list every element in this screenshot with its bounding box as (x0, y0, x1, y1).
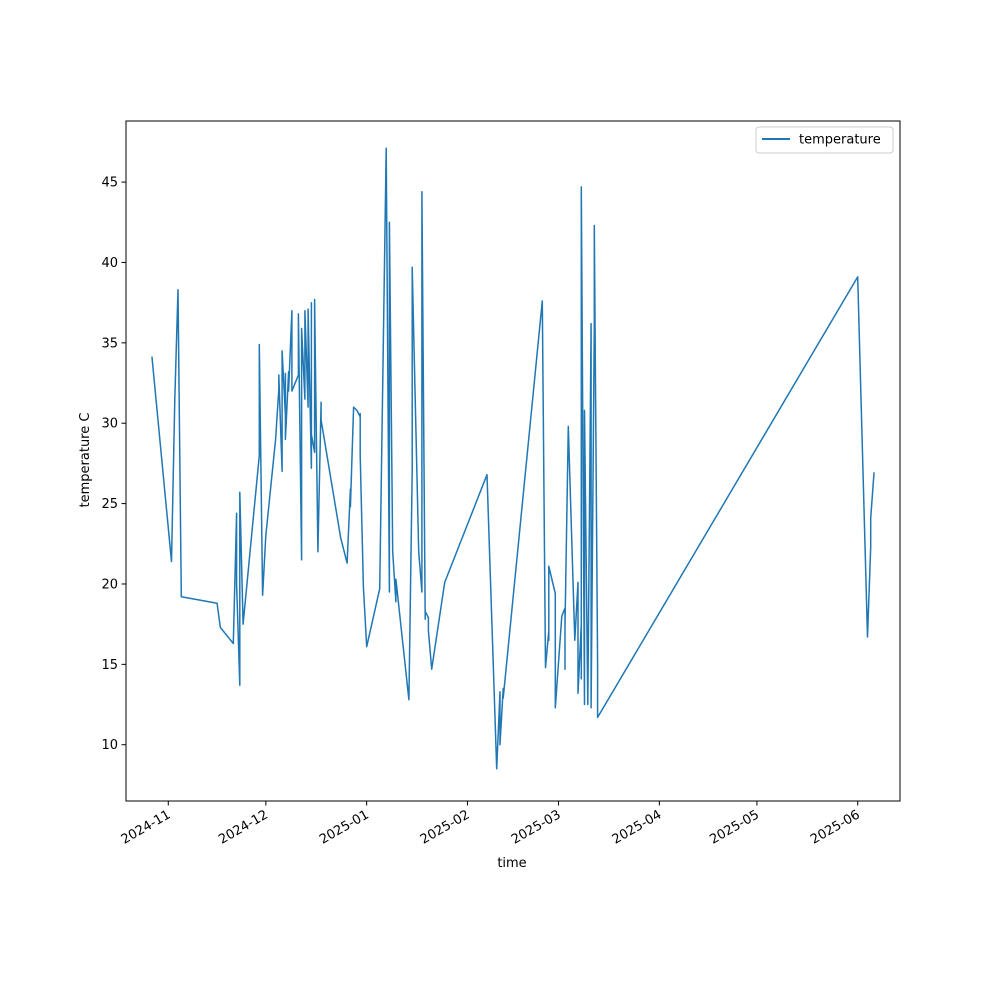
plot-frame (125, 120, 901, 802)
legend: temperature (755, 126, 894, 154)
plot-area (125, 120, 901, 802)
y-tick-label: 25 (101, 497, 118, 512)
y-tick-label: 15 (101, 658, 118, 673)
y-tick-label: 10 (101, 738, 118, 753)
y-tick-label: 30 (101, 417, 118, 432)
series-line-temperature (151, 147, 875, 770)
legend-entry-temperature: temperature (799, 133, 881, 148)
legend-box (755, 126, 894, 154)
y-axis-label: temperature C (78, 413, 93, 508)
y-tick-label: 45 (101, 176, 118, 191)
y-tick-label: 20 (101, 577, 118, 592)
y-axis: 10 15 20 25 30 35 40 45 (101, 176, 126, 753)
y-tick-label: 40 (101, 256, 118, 271)
y-tick-label: 35 (101, 336, 118, 351)
x-axis-label: time (497, 856, 526, 871)
